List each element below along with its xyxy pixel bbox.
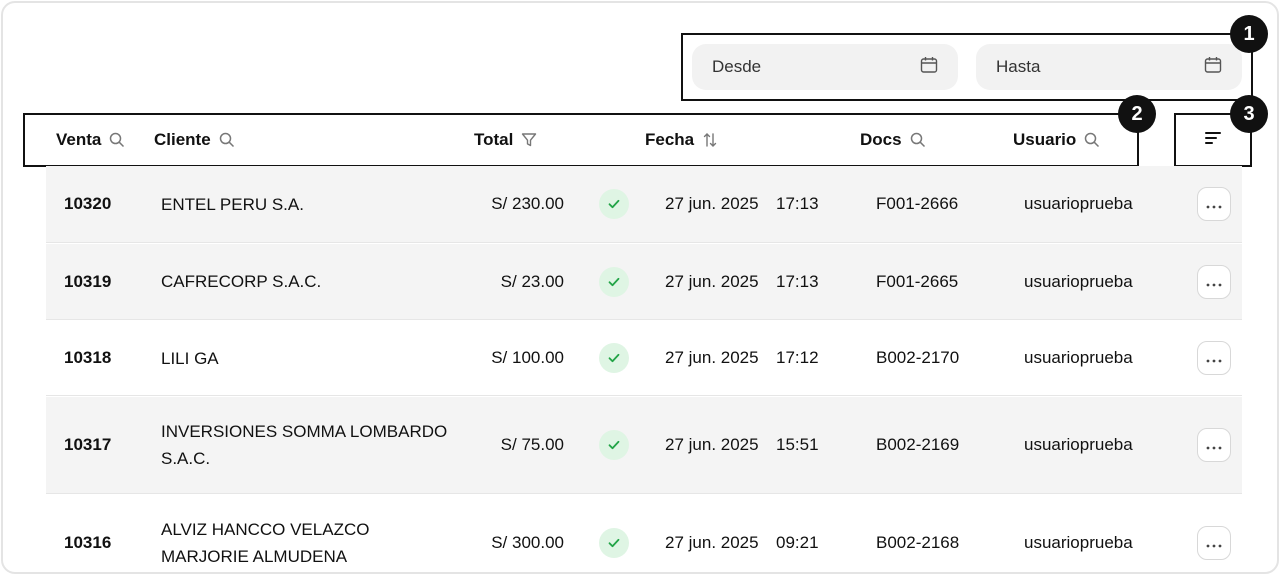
ellipsis-icon xyxy=(1206,272,1222,292)
doc-number[interactable]: B002-2170 xyxy=(876,348,960,367)
total-amount: S/ 230.00 xyxy=(491,194,564,213)
row-actions-cell xyxy=(1197,321,1231,395)
venta-number: 10319 xyxy=(64,271,112,291)
more-options-button[interactable] xyxy=(1197,264,1231,299)
table-row[interactable]: 10319 CAFRECORP S.A.C. S/ 23.00 27 jun. 202… xyxy=(46,244,1242,320)
status-cell xyxy=(599,321,629,395)
check-icon xyxy=(599,189,629,219)
total-amount: S/ 75.00 xyxy=(500,435,564,454)
column-label-usuario: Usuario xyxy=(1013,130,1077,149)
venta-number: 10320 xyxy=(64,194,112,213)
check-icon xyxy=(599,430,629,460)
fecha-date: 27 jun. 2025 xyxy=(665,271,759,291)
fecha-date: 27 jun. 2025 xyxy=(665,194,759,213)
doc-number[interactable]: B002-2168 xyxy=(876,532,960,552)
status-cell xyxy=(599,397,629,493)
hasta-label: Hasta xyxy=(996,57,1041,76)
cliente-name: LILI GA xyxy=(161,348,219,368)
total-amount: S/ 23.00 xyxy=(500,271,564,291)
calendar-icon xyxy=(1204,56,1222,79)
check-icon xyxy=(599,343,629,373)
fecha-time: 17:13 xyxy=(776,194,819,213)
ellipsis-icon xyxy=(1206,435,1222,455)
hasta-date-field[interactable]: Hasta xyxy=(976,44,1242,90)
callout-badge-1: 1 xyxy=(1230,15,1268,53)
search-icon[interactable] xyxy=(910,132,926,148)
doc-number[interactable]: F001-2666 xyxy=(876,194,959,213)
column-label-total: Total xyxy=(474,130,514,149)
calendar-icon xyxy=(920,56,938,79)
row-actions-cell xyxy=(1197,495,1231,572)
total-amount: S/ 300.00 xyxy=(491,532,564,552)
row-actions-cell xyxy=(1197,397,1231,493)
column-header-usuario[interactable]: Usuario xyxy=(1013,115,1100,165)
table-row[interactable]: 10317 INVERSIONES SOMMA LOMBARDO S.A.C. S/… xyxy=(46,397,1242,494)
cliente-name: CAFRECORP S.A.C. xyxy=(161,272,322,291)
venta-number: 10317 xyxy=(64,435,112,454)
total-amount: S/ 100.00 xyxy=(491,348,564,367)
venta-number: 10316 xyxy=(64,532,112,552)
column-label-docs: Docs xyxy=(860,130,902,149)
ellipsis-icon xyxy=(1206,533,1222,553)
usuario-name: usuarioprueba xyxy=(1024,348,1133,367)
check-icon xyxy=(599,266,629,297)
usuario-name: usuarioprueba xyxy=(1024,271,1133,291)
usuario-name: usuarioprueba xyxy=(1024,532,1133,552)
status-cell xyxy=(599,244,629,319)
column-header-docs[interactable]: Docs xyxy=(860,115,926,165)
filter-icon[interactable] xyxy=(521,132,537,148)
desde-date-field[interactable]: Desde xyxy=(692,44,958,90)
status-cell xyxy=(599,166,629,242)
column-label-venta: Venta xyxy=(56,130,102,149)
row-actions-cell xyxy=(1197,244,1231,319)
fecha-date: 27 jun. 2025 xyxy=(665,348,759,367)
date-range-filter: Desde Hasta xyxy=(681,33,1253,101)
column-label-cliente: Cliente xyxy=(154,130,211,149)
column-header-fecha[interactable]: Fecha xyxy=(645,115,718,165)
fecha-date: 27 jun. 2025 xyxy=(665,435,759,454)
column-header-cliente[interactable]: Cliente xyxy=(154,115,235,165)
search-icon[interactable] xyxy=(219,132,235,148)
column-label-fecha: Fecha xyxy=(645,130,695,149)
fecha-time: 17:12 xyxy=(776,348,819,367)
callout-badge-2: 2 xyxy=(1118,95,1156,133)
row-actions-cell xyxy=(1197,166,1231,242)
cliente-name: INVERSIONES SOMMA LOMBARDO S.A.C. xyxy=(161,422,448,468)
sort-lines-icon xyxy=(1204,130,1222,151)
usuario-name: usuarioprueba xyxy=(1024,194,1133,213)
cliente-name: ENTEL PERU S.A. xyxy=(161,194,304,214)
doc-number[interactable]: B002-2169 xyxy=(876,435,960,454)
table-row[interactable]: 10318 LILI GA S/ 100.00 27 jun. 2025 17:12 B0… xyxy=(46,321,1242,396)
search-icon[interactable] xyxy=(1084,132,1100,148)
more-options-button[interactable] xyxy=(1197,525,1231,560)
more-options-button[interactable] xyxy=(1197,341,1231,375)
usuario-name: usuarioprueba xyxy=(1024,435,1133,454)
fecha-time: 17:13 xyxy=(776,271,819,291)
search-icon[interactable] xyxy=(109,132,125,148)
desde-label: Desde xyxy=(712,57,762,76)
cliente-name: ALVIZ HANCCO VELAZCO MARJORIE ALMUDENA xyxy=(161,519,370,566)
table-row[interactable]: 10316 ALVIZ HANCCO VELAZCO MARJORIE ALMUD… xyxy=(46,495,1242,572)
column-header-total[interactable]: Total xyxy=(474,115,537,165)
ellipsis-icon xyxy=(1206,348,1222,368)
fecha-date: 27 jun. 2025 xyxy=(665,532,759,552)
more-options-button[interactable] xyxy=(1197,187,1231,221)
sort-arrows-icon[interactable] xyxy=(702,132,718,148)
status-cell xyxy=(599,495,629,572)
fecha-time: 15:51 xyxy=(776,435,819,454)
callout-badge-3: 3 xyxy=(1230,95,1268,133)
column-header-venta[interactable]: Venta xyxy=(56,115,125,165)
more-options-button[interactable] xyxy=(1197,428,1231,462)
venta-number: 10318 xyxy=(64,348,112,367)
fecha-time: 09:21 xyxy=(776,532,819,552)
doc-number[interactable]: F001-2665 xyxy=(876,271,959,291)
ellipsis-icon xyxy=(1206,194,1222,214)
check-icon xyxy=(599,527,629,558)
table-header: Venta Cliente Total Fecha Docs xyxy=(23,113,1139,167)
table-row[interactable]: 10320 ENTEL PERU S.A. S/ 230.00 27 jun. 202… xyxy=(46,166,1242,243)
